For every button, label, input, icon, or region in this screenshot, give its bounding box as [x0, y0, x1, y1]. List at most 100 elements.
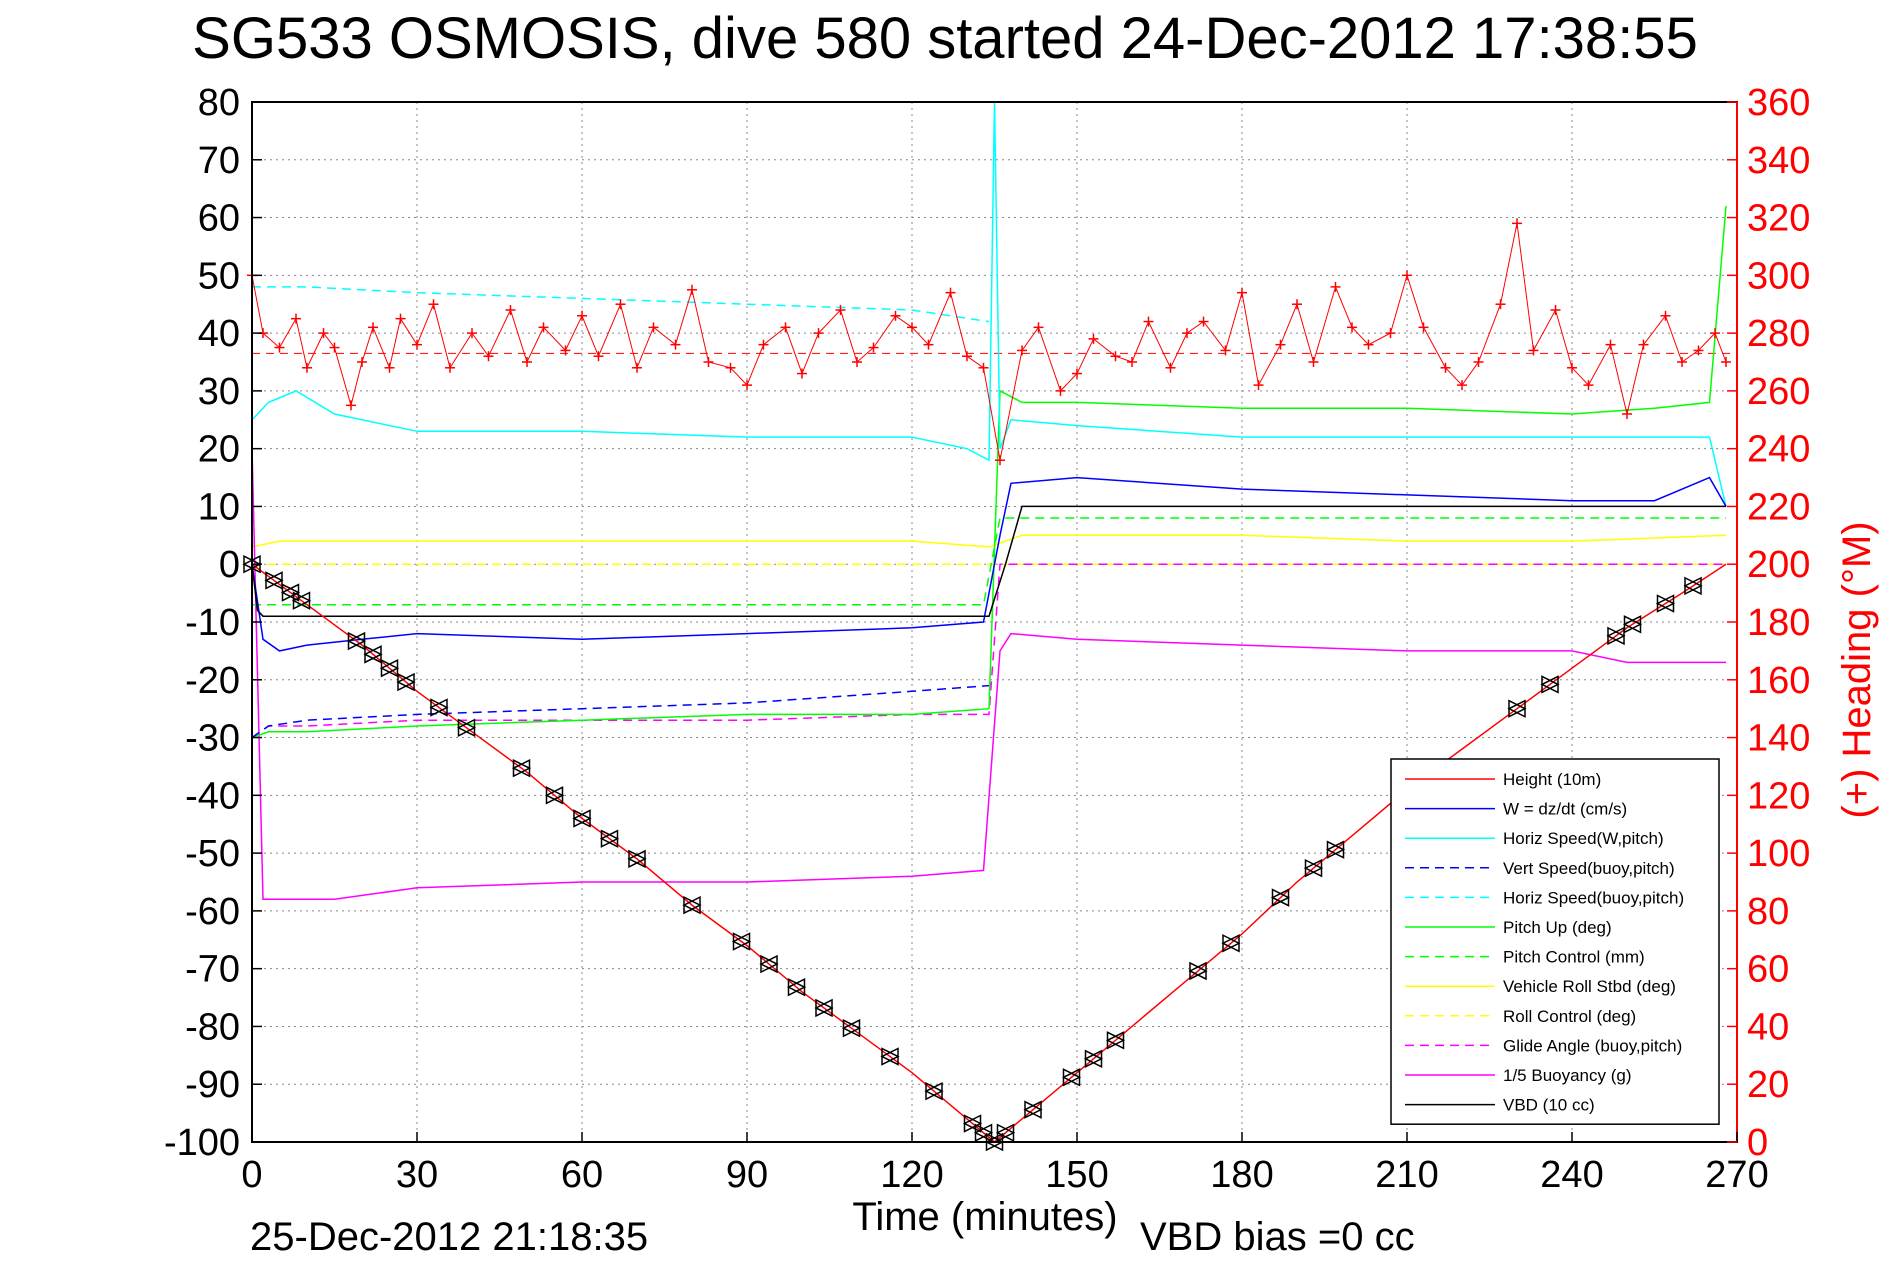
x-tick-label: 0 [241, 1154, 262, 1196]
y2-tick-label: 260 [1747, 371, 1810, 413]
height-marker-left [1270, 888, 1290, 907]
height-marker-left [1061, 1068, 1081, 1087]
series-line [251, 448, 1726, 901]
height-marker-left [1507, 699, 1526, 718]
legend-label: Height (10m) [1503, 770, 1601, 789]
chart-title: SG533 OSMOSIS, dive 580 started 24-Dec-2… [192, 6, 1698, 71]
height-marker-left [1303, 858, 1323, 878]
y2-tick-label: 320 [1747, 198, 1810, 240]
height-marker-left [1188, 961, 1207, 981]
height-marker-left [572, 809, 591, 828]
height-marker-left [544, 786, 564, 805]
height-marker-left [379, 659, 399, 678]
height-marker-left [995, 1123, 1015, 1142]
y2-tick-label: 60 [1747, 949, 1789, 991]
legend-label: Pitch Up (deg) [1503, 918, 1612, 937]
height-marker-left [786, 977, 806, 997]
height-marker-left [759, 954, 778, 974]
height-marker-left [429, 698, 448, 717]
x-axis-label: Time (minutes) [852, 1195, 1117, 1239]
legend-label: 1/5 Buoyancy (g) [1503, 1066, 1632, 1085]
series-line [251, 205, 1727, 739]
y-tick-label: 0 [219, 544, 240, 586]
y-tick-label: 10 [198, 486, 240, 528]
y-tick-label: -90 [185, 1064, 240, 1106]
y2-tick-label: 240 [1747, 429, 1810, 471]
x-ticks: 0 30 60 90 120 150 180 210 240 270 [241, 1132, 1769, 1196]
height-marker-left [599, 829, 619, 848]
y2-tick-label: 180 [1747, 602, 1810, 644]
x-tick-label: 90 [726, 1154, 768, 1196]
y-tick-label: -40 [185, 775, 240, 817]
legend-label: Vehicle Roll Stbd (deg) [1503, 977, 1676, 996]
y-tick-label: -20 [185, 660, 240, 702]
series-line [251, 476, 1727, 652]
series-line [251, 534, 1727, 548]
legend-label: Roll Control (deg) [1503, 1007, 1636, 1026]
y-tick-label: -10 [185, 602, 240, 644]
series-line [252, 517, 1726, 606]
series-line [251, 505, 1726, 617]
series-line [251, 684, 990, 739]
vbd-bias-label: VBD bias =0 cc [1140, 1215, 1415, 1259]
height-marker-left [1606, 626, 1625, 646]
y-tick-label: -50 [185, 833, 240, 875]
height-marker-left [880, 1047, 899, 1066]
y-tick-label: 20 [198, 429, 240, 471]
y2-ticks: 3603403203002802602402202001801601401201… [1727, 82, 1810, 1164]
legend-label: Horiz Speed(buoy,pitch) [1503, 888, 1684, 907]
y2-tick-label: 100 [1747, 833, 1810, 875]
y-tick-label: 60 [198, 198, 240, 240]
footer-timestamp: 25-Dec-2012 21:18:35 [250, 1215, 648, 1259]
height-marker-left [841, 1018, 861, 1038]
y2-tick-label: 140 [1747, 718, 1810, 760]
height-marker-left [962, 1114, 982, 1133]
x-tick-label: 120 [880, 1154, 943, 1196]
y2-tick-label: 0 [1747, 1122, 1768, 1164]
y-ticks: 80 70 60 50 40 30 20 10 0 -10 -20 -30 -40 -50 -60 -70 -8… [164, 82, 262, 1164]
legend-label: Horiz Speed(W,pitch) [1503, 829, 1664, 848]
height-marker-left [1655, 594, 1675, 613]
y2-tick-label: 280 [1747, 313, 1810, 355]
y2-tick-label: 160 [1747, 660, 1810, 702]
legend-label: Pitch Control (mm) [1503, 948, 1645, 967]
height-marker-left [924, 1081, 943, 1101]
y2-tick-label: 220 [1747, 486, 1810, 528]
height-marker-left [363, 645, 382, 664]
height-marker-left [264, 571, 283, 590]
height-marker-left [291, 591, 311, 610]
y-tick-label: -70 [185, 949, 240, 991]
y-tick-label: 50 [198, 255, 240, 297]
height-marker-left [1105, 1031, 1125, 1050]
series-line [252, 286, 990, 323]
y-tick-label: 30 [198, 371, 240, 413]
y2-tick-label: 20 [1747, 1064, 1789, 1106]
series-line [251, 101, 1727, 507]
x-tick-label: 210 [1375, 1154, 1438, 1196]
y-tick-label: 80 [198, 82, 240, 124]
x-tick-label: 240 [1540, 1154, 1603, 1196]
height-marker-left [1221, 934, 1240, 953]
height-marker-left [731, 932, 751, 951]
legend-label: Glide Angle (buoy,pitch) [1503, 1036, 1682, 1055]
series-line [251, 563, 1726, 739]
x-tick-label: 30 [396, 1154, 438, 1196]
y-tick-label: 40 [198, 313, 240, 355]
height-marker-left [1023, 1100, 1042, 1119]
y-tick-label: -80 [185, 1006, 240, 1048]
y2-tick-label: 340 [1747, 140, 1810, 182]
legend-label: VBD (10 cc) [1503, 1096, 1595, 1115]
height-marker-left [1325, 840, 1345, 859]
x-tick-label: 60 [561, 1154, 603, 1196]
y-tick-label: -60 [185, 891, 240, 933]
legend-label: W = dz/dt (cm/s) [1503, 800, 1627, 819]
height-marker-left [1622, 615, 1642, 634]
legend-label: Vert Speed(buoy,pitch) [1503, 859, 1675, 878]
height-marker-left [396, 672, 415, 692]
y-tick-label: -100 [164, 1122, 240, 1164]
y2-tick-label: 40 [1747, 1006, 1789, 1048]
y2-tick-label: 200 [1747, 544, 1810, 586]
height-marker-left [1683, 576, 1702, 596]
y2-tick-label: 300 [1747, 255, 1810, 297]
